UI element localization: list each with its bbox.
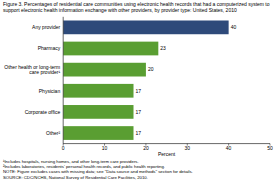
zero-line xyxy=(63,17,64,144)
text-line: Any provider xyxy=(32,24,60,30)
category-label: Other² xyxy=(46,130,61,136)
footnote: SOURCE: CDC/NCHS, National Survey of Res… xyxy=(3,175,148,180)
subtitle: support electronic health information ex… xyxy=(3,7,237,13)
chart: Figure 3. Percentages of residential car… xyxy=(0,0,279,181)
text-line: support electronic health information ex… xyxy=(3,7,237,13)
data-label: 17 xyxy=(135,88,141,94)
category-label: Other health or long-termcare provider¹ xyxy=(4,64,60,76)
tick-label: 20 xyxy=(143,145,149,151)
text-line: Pharmacy xyxy=(38,45,61,51)
text-line: care provider¹ xyxy=(29,69,60,75)
x-axis-label: Percent xyxy=(158,151,176,157)
data-label: 40 xyxy=(231,24,237,30)
data-label: 17 xyxy=(135,109,141,115)
bar xyxy=(63,84,133,98)
category-label: Physician xyxy=(39,88,61,94)
tick-label: 40 xyxy=(226,145,232,151)
bar xyxy=(63,105,133,119)
text-line: Other² xyxy=(46,130,61,136)
tick-label: 10 xyxy=(102,145,108,151)
x-axis-line xyxy=(63,143,270,144)
bar xyxy=(63,20,228,34)
bar xyxy=(63,42,158,56)
tick-label: 50 xyxy=(267,145,273,151)
category-label: Corporate office xyxy=(25,109,61,115)
data-label: 20 xyxy=(148,66,154,72)
data-label: 23 xyxy=(160,45,166,51)
text-line: Corporate office xyxy=(25,109,61,115)
text-line: Physician xyxy=(39,88,61,94)
bar xyxy=(63,63,146,77)
category-label: Pharmacy xyxy=(38,45,61,51)
background xyxy=(0,0,279,181)
text-line: SOURCE: CDC/NCHS, National Survey of Res… xyxy=(3,175,148,180)
data-label: 17 xyxy=(135,130,141,136)
bar xyxy=(63,126,133,140)
bars xyxy=(63,20,228,139)
tick-label: 0 xyxy=(62,145,65,151)
tick-label: 30 xyxy=(184,145,190,151)
category-label: Any provider xyxy=(32,24,60,30)
